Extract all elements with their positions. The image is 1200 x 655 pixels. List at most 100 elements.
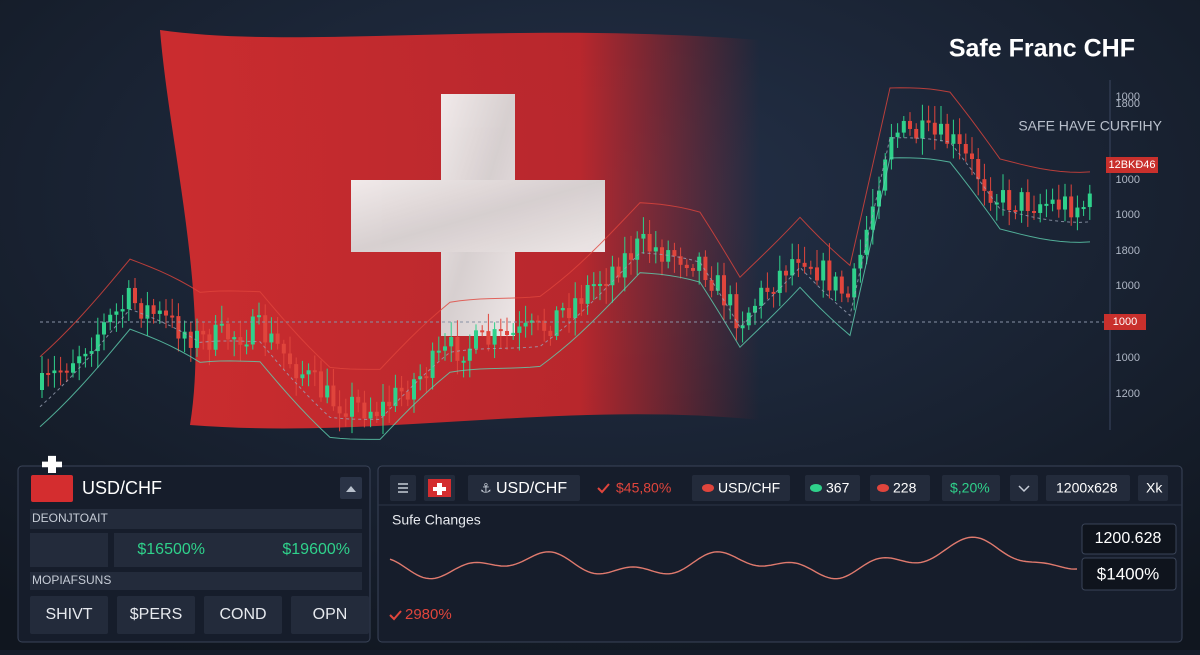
toolbar-item[interactable] [1046,475,1130,501]
candle-body [753,305,757,313]
toolbar-icon [810,484,822,492]
candle-body [808,266,813,269]
toolbar-icon [702,484,714,492]
candle-body [901,120,906,133]
candle-body [58,370,63,373]
candle-body [1013,210,1018,213]
candle-body [852,268,857,298]
candle-body [213,324,218,350]
candle-body [715,275,720,291]
action-button[interactable] [291,596,369,634]
candle-body [157,310,162,314]
candle-body [604,283,609,286]
toolbar-item[interactable] [468,475,580,501]
candle-body [145,305,150,319]
stat-value: $19600% [282,541,350,558]
candle-body [492,329,497,345]
candle-body [691,268,695,271]
candle-body [498,329,503,332]
moving-average [39,137,1091,420]
candle-body [802,262,807,267]
candle-body [226,323,230,340]
stat-box [30,533,108,567]
candle-body [548,330,553,336]
candle-body [412,379,416,400]
toolbar-item[interactable] [1010,475,1038,501]
candle-body [647,233,652,252]
readout-box [1081,557,1177,591]
candle-body [858,254,863,269]
readout-box [1081,523,1177,555]
flag-cross [351,94,605,336]
candle-body [939,123,943,135]
candle-body [616,266,621,278]
candle-body [585,284,590,304]
section2-label: MOPIAFSUNS [32,573,111,587]
candle-body [393,387,398,407]
candle-body [294,364,299,379]
candle-body [1087,193,1092,208]
candle-body [139,303,144,319]
change-value: 2980% [405,606,452,623]
candle-body [1038,204,1043,213]
candle-body [350,396,354,417]
candle-body [1032,210,1036,213]
candle-body [102,322,106,335]
candle-body [474,330,478,349]
toolbar-label: USD/CHF [718,480,780,496]
candle-body [610,266,615,286]
candle-body [641,233,646,239]
chevron [1018,485,1030,493]
candle-body [288,353,292,365]
candle-body [461,360,466,363]
axis-label: 1000 [1116,352,1140,364]
candle-body [926,120,931,123]
candle-body [976,158,981,180]
cross-horizontal [351,180,605,252]
toolbar-item[interactable] [1138,475,1168,501]
candle-body [319,371,323,398]
stat-value: $16500% [137,541,205,558]
candle-body [176,316,181,339]
candle-body [151,305,156,314]
toolbar-label: $,20% [950,480,990,496]
action-button[interactable] [117,596,195,634]
candle-body [684,264,689,269]
candle-body [529,320,534,323]
candle-body [728,294,733,306]
candle-body [833,276,838,291]
candle-body [238,337,243,345]
candle-body [325,385,330,398]
axis-label: 1800 [1116,98,1140,110]
candle-body [52,370,57,374]
candle-body [1001,190,1005,203]
candle-body [1007,190,1012,211]
toolbar-item[interactable] [692,475,790,501]
action-button[interactable] [30,596,108,634]
candle-body [195,330,199,348]
candle-body [970,153,974,159]
candle-body [629,253,633,260]
action-button[interactable] [204,596,282,634]
toolbar-item[interactable] [805,475,860,501]
flag-icon-cross [42,455,62,474]
toolbar: USD/CHF $45,80% USD/CHF 367 228 $,20% 1200x628… [390,475,1168,501]
toolbar-label: 1200x628 [1056,480,1118,496]
candle-body [746,312,751,326]
candle-body [889,137,894,160]
section2-bar [30,572,362,590]
toolbar-item[interactable] [942,475,1000,501]
candle-body [1063,196,1067,210]
price-tag: 12BKĐ46 [1108,159,1155,171]
toolbar-item[interactable] [870,475,930,501]
candle-body [870,206,875,230]
stat-box [114,533,362,567]
candle-body [765,287,770,292]
candle-body [777,270,782,293]
candle-body [1081,207,1086,210]
candle-body [337,406,342,414]
moving-average [39,87,1091,370]
candle-body [1075,207,1080,218]
candle-body [263,315,268,343]
